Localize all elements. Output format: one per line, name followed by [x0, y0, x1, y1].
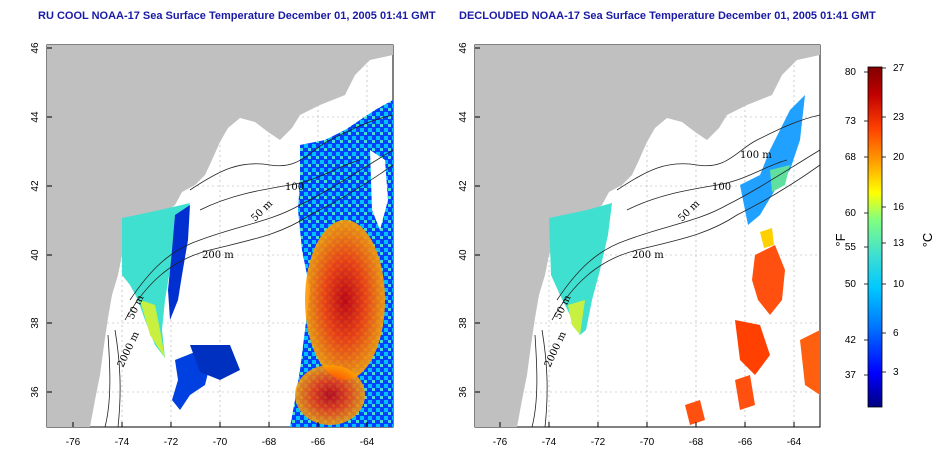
svg-text:100 m: 100 m [740, 150, 772, 161]
svg-text:-74: -74 [115, 437, 130, 448]
svg-text:-68: -68 [262, 437, 277, 448]
left-lat-labels: 46 44 42 40 38 36 [30, 42, 41, 398]
svg-text:23: 23 [893, 112, 905, 123]
left-contours [104, 114, 393, 427]
right-sst-warm-2 [735, 320, 770, 375]
svg-text:6: 6 [893, 328, 899, 339]
right-sst-yellow-patch [760, 228, 774, 248]
left-sst-warm-core [305, 220, 385, 380]
svg-text:46: 46 [30, 42, 41, 54]
fahrenheit-unit: °F [833, 233, 848, 246]
svg-text:200 m: 200 m [202, 250, 234, 261]
svg-text:-74: -74 [542, 437, 557, 448]
right-lat-labels: 46 44 42 40 38 36 [458, 42, 469, 398]
right-land [475, 45, 820, 427]
svg-text:200 m: 200 m [632, 250, 664, 261]
svg-text:10: 10 [893, 279, 905, 290]
svg-text:42: 42 [845, 335, 857, 346]
colorbar-f-labels: 80 73 68 60 55 50 42 37 [845, 67, 857, 381]
right-lat-ticks [475, 47, 480, 393]
right-sst-warm-4 [735, 375, 755, 410]
svg-text:-64: -64 [787, 437, 802, 448]
svg-text:-70: -70 [213, 437, 228, 448]
colorbar: 80 73 68 60 55 50 42 37 27 23 20 16 13 1… [833, 63, 935, 408]
right-sst-east-blue [740, 95, 805, 225]
svg-text:13: 13 [893, 238, 905, 249]
right-sst-shelf-yellow [568, 300, 585, 335]
svg-text:40: 40 [458, 249, 469, 261]
svg-text:-70: -70 [640, 437, 655, 448]
left-sst-mid-blob [190, 345, 240, 380]
svg-text:40: 40 [30, 249, 41, 261]
svg-text:-66: -66 [738, 437, 753, 448]
svg-text:-68: -68 [689, 437, 704, 448]
colorbar-c-labels: 27 23 20 16 13 10 6 3 [893, 63, 905, 378]
right-sst-shelf [549, 203, 612, 335]
celsius-unit: °C [920, 233, 935, 248]
left-map-title: RU COOL NOAA-17 Sea Surface Temperature … [38, 10, 436, 22]
svg-text:42: 42 [458, 180, 469, 192]
svg-text:100: 100 [712, 182, 731, 193]
right-sst-warm-5 [685, 400, 705, 425]
left-sst-cloud-gap [370, 150, 388, 230]
svg-text:73: 73 [845, 116, 857, 127]
svg-text:16: 16 [893, 202, 905, 213]
svg-text:100: 100 [285, 182, 304, 193]
left-map: 200 m 100 50 m 2000 m 50 m 46 44 42 40 3… [30, 42, 394, 448]
left-lat-ticks [47, 47, 52, 393]
svg-text:37: 37 [845, 370, 857, 381]
svg-text:36: 36 [458, 386, 469, 398]
right-contours [531, 114, 820, 427]
svg-text:38: 38 [30, 317, 41, 329]
right-lon-ticks [499, 422, 795, 427]
svg-text:3: 3 [893, 367, 899, 378]
right-sst-warm-3 [800, 330, 820, 395]
right-map-title: DECLOUDED NOAA-17 Sea Surface Temperatur… [459, 10, 876, 22]
svg-text:-72: -72 [164, 437, 179, 448]
svg-text:44: 44 [458, 111, 469, 123]
left-land [47, 45, 393, 427]
left-lon-ticks [72, 422, 368, 427]
svg-text:68: 68 [845, 152, 857, 163]
left-lon-labels: -76 -74 -72 -70 -68 -66 -64 [66, 437, 375, 448]
svg-text:-72: -72 [591, 437, 606, 448]
left-sst-warm-south [295, 365, 365, 425]
svg-text:60: 60 [845, 208, 857, 219]
colorbar-ticks [864, 67, 886, 376]
right-sst-warm-1 [752, 245, 785, 315]
svg-text:38: 38 [458, 317, 469, 329]
svg-text:20: 20 [893, 152, 905, 163]
svg-text:-76: -76 [493, 437, 508, 448]
svg-text:27: 27 [893, 63, 905, 74]
svg-text:46: 46 [458, 42, 469, 54]
right-map: 100 m 100 50 m 200 m 2000 m 50 m 46 44 4… [458, 42, 821, 448]
svg-text:-66: -66 [311, 437, 326, 448]
svg-text:44: 44 [30, 111, 41, 123]
svg-text:-76: -76 [66, 437, 81, 448]
svg-text:55: 55 [845, 242, 857, 253]
svg-text:50: 50 [845, 279, 857, 290]
svg-text:80: 80 [845, 67, 857, 78]
left-sst-shelf-yellow [140, 300, 165, 358]
colorbar-gradient [867, 66, 883, 408]
right-lon-labels: -76 -74 -72 -70 -68 -66 -64 [493, 437, 802, 448]
svg-text:42: 42 [30, 180, 41, 192]
svg-text:-64: -64 [360, 437, 375, 448]
svg-text:36: 36 [30, 386, 41, 398]
